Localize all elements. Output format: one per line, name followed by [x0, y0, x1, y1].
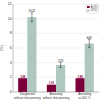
bar — [18, 78, 27, 92]
legend-swatch — [87, 10, 90, 12]
x-tick-label-line: without shot peening — [43, 96, 70, 100]
legend-label: Z(%) — [91, 8, 97, 12]
chart: 0 2 4 6 8 10 12 (%) 1.88 1.00 1.88 10.21 3.70 6.60 Rou… — [0, 0, 100, 103]
data-label: 1.00 — [49, 81, 55, 85]
data-label: 3.70 — [58, 59, 64, 63]
error-bar — [59, 62, 61, 67]
y-tick-label: 4 — [10, 61, 12, 65]
legend-frame — [86, 5, 98, 14]
y-tick-label: 2 — [10, 75, 12, 79]
bar — [85, 44, 94, 92]
data-label: 6.60 — [87, 36, 93, 40]
y-tick-label: 6 — [10, 46, 12, 50]
error-cap — [31, 21, 33, 22]
bar — [27, 17, 36, 92]
y-tick-label: 0 — [10, 90, 12, 94]
bar — [75, 78, 84, 92]
error-cap — [88, 47, 90, 48]
x-tick-label: Roughenedwithout shot peening — [14, 92, 41, 99]
legend: A (%)Z(%) — [86, 5, 98, 14]
error-bar — [88, 40, 90, 48]
y-tick-label: 12 — [8, 2, 12, 6]
y-axis-line — [13, 4, 14, 92]
y-tick-label: 8 — [10, 31, 12, 35]
error-cap — [59, 67, 61, 68]
grid-line — [13, 33, 99, 34]
y-axis-label: (%) — [0, 44, 4, 51]
x-tick-label: Annealingwithout shot peening — [43, 92, 70, 99]
error-line — [60, 62, 61, 67]
y-tick-label: 10 — [8, 17, 12, 21]
data-label: 1.88 — [77, 75, 83, 79]
x-tick-label-line: at 400 °C — [79, 96, 91, 100]
bars — [18, 13, 94, 92]
error-line — [31, 13, 32, 22]
data-label: 10.21 — [29, 9, 36, 13]
data-label: 1.88 — [20, 75, 26, 79]
error-line — [89, 40, 90, 48]
bar — [47, 85, 56, 92]
bar — [56, 65, 65, 92]
x-tick-label: Annealingat 400 °C — [78, 92, 91, 99]
x-tick-label-line: without shot peening — [14, 96, 41, 100]
error-bar — [31, 13, 33, 22]
legend-swatch — [87, 6, 90, 8]
grid-line — [13, 18, 99, 19]
grid — [13, 4, 99, 92]
